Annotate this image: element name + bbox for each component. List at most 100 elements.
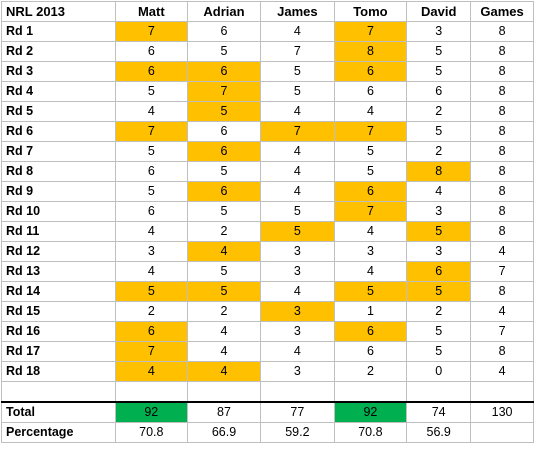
player-header-matt[interactable]: Matt bbox=[114, 1, 188, 22]
score-cell[interactable]: 7 bbox=[260, 41, 335, 62]
score-cell[interactable]: 3 bbox=[333, 241, 408, 262]
score-cell[interactable]: 4 bbox=[260, 161, 335, 182]
games-cell[interactable]: 8 bbox=[470, 101, 534, 122]
score-cell[interactable]: 5 bbox=[186, 201, 262, 222]
score-cell[interactable]: 6 bbox=[333, 181, 408, 202]
empty-cell[interactable] bbox=[186, 381, 262, 403]
score-cell[interactable]: 6 bbox=[333, 61, 408, 82]
score-cell[interactable]: 8 bbox=[333, 41, 408, 62]
score-cell[interactable]: 2 bbox=[114, 301, 188, 322]
score-cell[interactable]: 5 bbox=[260, 81, 335, 102]
round-label[interactable]: Rd 13 bbox=[1, 261, 116, 282]
player-header-david[interactable]: David bbox=[406, 1, 472, 22]
player-header-adrian[interactable]: Adrian bbox=[186, 1, 262, 22]
games-cell[interactable]: 4 bbox=[470, 361, 534, 382]
games-cell[interactable]: 7 bbox=[470, 261, 534, 282]
score-cell[interactable]: 1 bbox=[333, 301, 408, 322]
score-cell[interactable]: 5 bbox=[333, 141, 408, 162]
round-label[interactable]: Rd 8 bbox=[1, 161, 116, 182]
score-cell[interactable]: 5 bbox=[406, 321, 472, 342]
score-cell[interactable]: 4 bbox=[186, 321, 262, 342]
round-label[interactable]: Rd 11 bbox=[1, 221, 116, 242]
score-cell[interactable]: 7 bbox=[114, 341, 188, 362]
score-cell[interactable]: 2 bbox=[186, 221, 262, 242]
score-cell[interactable]: 4 bbox=[260, 181, 335, 202]
score-cell[interactable]: 6 bbox=[406, 261, 472, 282]
empty-cell[interactable] bbox=[333, 381, 408, 403]
score-cell[interactable]: 7 bbox=[114, 21, 188, 42]
score-cell[interactable]: 5 bbox=[406, 61, 472, 82]
score-cell[interactable]: 6 bbox=[186, 61, 262, 82]
score-cell[interactable]: 5 bbox=[333, 281, 408, 302]
score-cell[interactable]: 6 bbox=[186, 141, 262, 162]
score-cell[interactable]: 6 bbox=[114, 201, 188, 222]
score-cell[interactable]: 4 bbox=[260, 341, 335, 362]
round-label[interactable]: Rd 16 bbox=[1, 321, 116, 342]
score-cell[interactable]: 5 bbox=[114, 81, 188, 102]
games-cell[interactable]: 8 bbox=[470, 221, 534, 242]
round-label[interactable]: Rd 10 bbox=[1, 201, 116, 222]
games-cell[interactable]: 7 bbox=[470, 321, 534, 342]
score-cell[interactable]: 6 bbox=[114, 161, 188, 182]
score-cell[interactable]: 7 bbox=[114, 121, 188, 142]
score-cell[interactable]: 5 bbox=[186, 101, 262, 122]
empty-cell[interactable] bbox=[114, 381, 188, 403]
total-cell[interactable]: 87 bbox=[186, 401, 262, 423]
total-cell[interactable]: 74 bbox=[406, 401, 472, 423]
score-cell[interactable]: 3 bbox=[406, 241, 472, 262]
games-cell[interactable]: 8 bbox=[470, 141, 534, 162]
score-cell[interactable]: 0 bbox=[406, 361, 472, 382]
games-cell[interactable]: 4 bbox=[470, 301, 534, 322]
score-cell[interactable]: 4 bbox=[114, 221, 188, 242]
score-cell[interactable]: 6 bbox=[333, 321, 408, 342]
score-cell[interactable]: 4 bbox=[333, 101, 408, 122]
score-cell[interactable]: 4 bbox=[186, 361, 262, 382]
score-cell[interactable]: 5 bbox=[406, 281, 472, 302]
score-cell[interactable]: 2 bbox=[333, 361, 408, 382]
score-cell[interactable]: 5 bbox=[406, 121, 472, 142]
player-header-tomo[interactable]: Tomo bbox=[333, 1, 408, 22]
empty-cell[interactable] bbox=[470, 381, 534, 403]
score-cell[interactable]: 6 bbox=[186, 121, 262, 142]
score-cell[interactable]: 4 bbox=[114, 101, 188, 122]
round-label[interactable]: Rd 5 bbox=[1, 101, 116, 122]
score-cell[interactable]: 5 bbox=[114, 141, 188, 162]
player-header-james[interactable]: James bbox=[260, 1, 335, 22]
score-cell[interactable]: 6 bbox=[114, 61, 188, 82]
percentage-cell[interactable]: 59.2 bbox=[260, 422, 335, 443]
total-label[interactable]: Total bbox=[1, 401, 116, 423]
score-cell[interactable]: 5 bbox=[333, 161, 408, 182]
score-cell[interactable]: 6 bbox=[333, 81, 408, 102]
empty-cell[interactable] bbox=[260, 381, 335, 403]
score-cell[interactable]: 4 bbox=[406, 181, 472, 202]
score-cell[interactable]: 6 bbox=[186, 21, 262, 42]
round-label[interactable]: Rd 9 bbox=[1, 181, 116, 202]
round-label[interactable]: Rd 15 bbox=[1, 301, 116, 322]
games-cell[interactable]: 8 bbox=[470, 341, 534, 362]
score-cell[interactable]: 4 bbox=[260, 281, 335, 302]
score-cell[interactable]: 3 bbox=[406, 201, 472, 222]
games-cell[interactable]: 8 bbox=[470, 121, 534, 142]
score-cell[interactable]: 5 bbox=[406, 41, 472, 62]
round-label[interactable]: Rd 18 bbox=[1, 361, 116, 382]
score-cell[interactable]: 6 bbox=[114, 41, 188, 62]
percentage-cell[interactable]: 70.8 bbox=[114, 422, 188, 443]
score-cell[interactable]: 3 bbox=[114, 241, 188, 262]
score-cell[interactable]: 5 bbox=[260, 221, 335, 242]
empty-cell[interactable] bbox=[406, 381, 472, 403]
score-cell[interactable]: 6 bbox=[406, 81, 472, 102]
percentage-cell[interactable]: 70.8 bbox=[333, 422, 408, 443]
percentage-cell[interactable]: 56.9 bbox=[406, 422, 472, 443]
round-label[interactable]: Rd 14 bbox=[1, 281, 116, 302]
empty-cell[interactable] bbox=[1, 381, 116, 403]
score-cell[interactable]: 3 bbox=[260, 361, 335, 382]
total-cell[interactable]: 77 bbox=[260, 401, 335, 423]
games-cell[interactable]: 8 bbox=[470, 61, 534, 82]
score-cell[interactable]: 2 bbox=[406, 101, 472, 122]
total-games-cell[interactable]: 130 bbox=[470, 401, 534, 423]
score-cell[interactable]: 5 bbox=[186, 41, 262, 62]
score-cell[interactable]: 2 bbox=[406, 301, 472, 322]
score-cell[interactable]: 3 bbox=[260, 261, 335, 282]
score-cell[interactable]: 4 bbox=[186, 241, 262, 262]
score-cell[interactable]: 5 bbox=[114, 281, 188, 302]
